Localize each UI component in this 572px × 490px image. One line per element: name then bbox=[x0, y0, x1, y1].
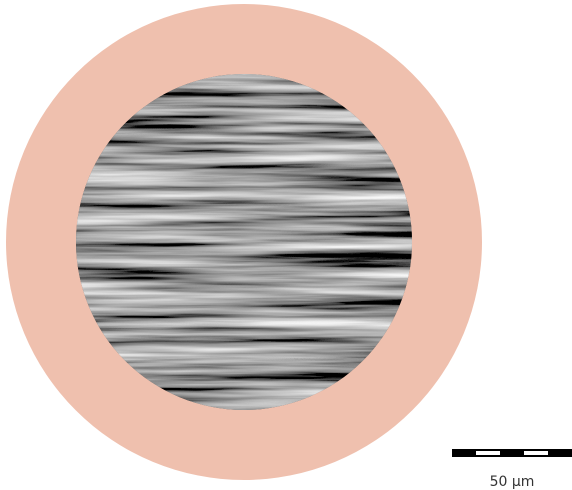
scale-bar-body bbox=[452, 449, 572, 457]
scale-bar-segment bbox=[524, 451, 548, 455]
core-texture bbox=[76, 74, 412, 410]
fiber-texture bbox=[76, 74, 412, 410]
scale-bar-label: 50 μm bbox=[490, 474, 535, 490]
scale-bar-segment bbox=[476, 451, 500, 455]
scale-bar: 50 μm bbox=[452, 449, 572, 490]
